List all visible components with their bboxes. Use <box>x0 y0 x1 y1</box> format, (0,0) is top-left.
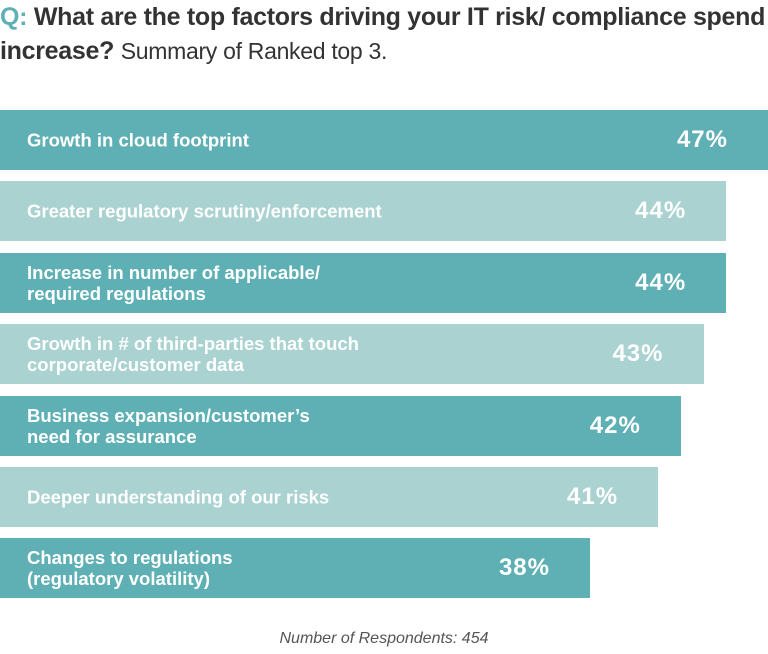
bar-value-label: 43% <box>612 340 664 368</box>
chart-title: Q: What are the top factors driving your… <box>0 0 768 68</box>
bar-label: Greater regulatory scrutiny/enforcement <box>27 200 382 222</box>
bar-value-label: 47% <box>676 126 728 153</box>
bar-label: Changes to regulations (regulatory volat… <box>27 547 233 590</box>
bar: Changes to regulations (regulatory volat… <box>0 538 590 599</box>
bar: Growth in # of third-parties that touch … <box>0 324 704 385</box>
bar-label: Growth in cloud footprint <box>27 129 249 151</box>
bar-label: Business expansion/customer’s need for a… <box>27 404 310 447</box>
bar-value-label: 44% <box>635 197 687 225</box>
question-text: What are the top factors driving your IT… <box>0 3 766 65</box>
bar-value-label: 41% <box>567 483 619 510</box>
bar: Greater regulatory scrutiny/enforcement 4… <box>0 181 727 242</box>
question-prefix: Q: <box>0 3 28 31</box>
chart-subtitle: Summary of Ranked top 3. <box>120 38 388 64</box>
respondents-note: Number of Respondents: 454 <box>279 630 489 647</box>
bar-label: Growth in # of third-parties that touch … <box>27 333 359 376</box>
bar-value-label: 42% <box>589 411 641 439</box>
bar: Increase in number of applicable/ requir… <box>0 252 727 313</box>
bar: Business expansion/customer’s need for a… <box>0 395 681 456</box>
bar-label: Increase in number of applicable/ requir… <box>27 261 321 304</box>
bar: Growth in cloud footprint 47% <box>0 110 768 170</box>
bar: Deeper understanding of our risks 41% <box>0 467 659 527</box>
bar-value-label: 38% <box>498 554 550 582</box>
bar-value-label: 44% <box>635 268 687 296</box>
bar-label: Deeper understanding of our risks <box>27 486 330 508</box>
